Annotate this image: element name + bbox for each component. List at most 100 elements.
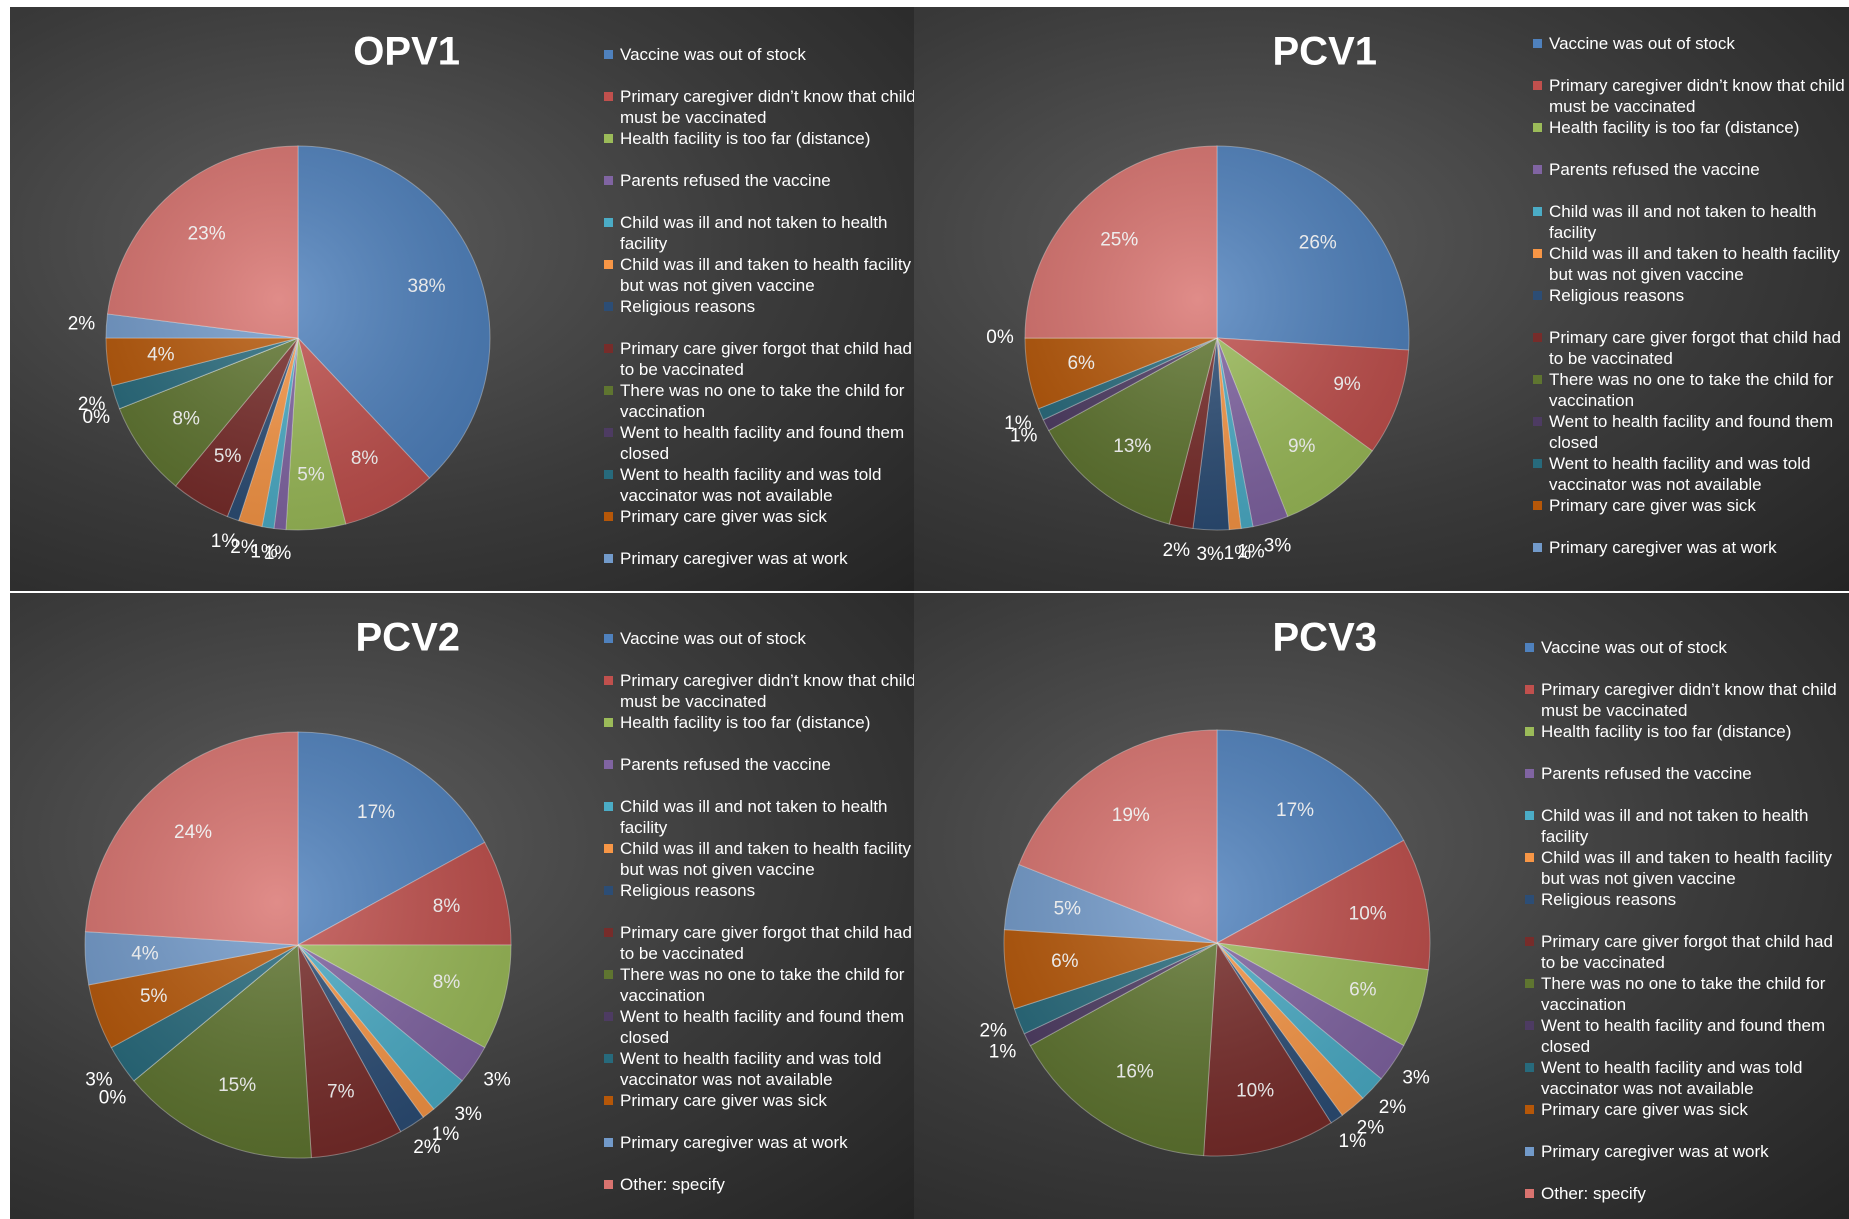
data-label: 10% [1236, 1081, 1274, 1102]
data-label: 15% [218, 1075, 256, 1096]
legend-swatch [1533, 165, 1542, 174]
data-label: 4% [131, 944, 159, 965]
legend-entry: Child was ill and taken to health facili… [604, 838, 914, 880]
data-label: 1% [211, 531, 239, 552]
legend-entry: Health facility is too far (distance) [1525, 721, 1841, 742]
legend-entry: Primary care giver forgot that child had… [1533, 327, 1849, 369]
legend-swatch [1525, 937, 1534, 946]
legend-swatch [604, 428, 613, 437]
legend-label: Religious reasons [1541, 890, 1677, 909]
legend-swatch [1525, 1147, 1534, 1156]
legend-swatch [604, 844, 613, 853]
legend-label: Primary care giver was sick [620, 1091, 827, 1110]
legend-label: Went to health facility and found them c… [620, 1007, 905, 1047]
legend-swatch [604, 344, 613, 353]
legend-swatch [1525, 1189, 1534, 1198]
legend-entry: Went to health facility and was told vac… [1525, 1057, 1841, 1099]
legend-label: Primary caregiver didn’t know that child… [620, 87, 914, 127]
legend-swatch [604, 676, 613, 685]
legend-label: Primary care giver was sick [620, 507, 827, 526]
legend-entry: Primary caregiver didn’t know that child… [1525, 679, 1841, 721]
legend-entry: Vaccine was out of stock [604, 44, 914, 65]
legend-swatch [604, 634, 613, 643]
legend-swatch [1525, 895, 1534, 904]
data-label: 3% [1196, 544, 1224, 565]
legend-swatch [604, 760, 613, 769]
data-label: 8% [351, 448, 379, 469]
legend-label: Primary caregiver was at work [620, 549, 848, 568]
legend-label: Primary care giver was sick [1541, 1100, 1748, 1119]
legend-label: Primary caregiver was at work [620, 1133, 848, 1152]
data-label: 7% [327, 1081, 355, 1102]
legend-entry: Health facility is too far (distance) [604, 712, 914, 733]
data-label: 0% [99, 1087, 127, 1108]
legend-entry: Primary care giver was sick [604, 1090, 914, 1111]
legend-swatch [604, 218, 613, 227]
data-label: 26% [1299, 232, 1337, 253]
data-label: 3% [1264, 535, 1292, 556]
data-label: 17% [357, 802, 395, 823]
legend-entry: Went to health facility and was told vac… [1533, 453, 1849, 495]
legend-entry: Parents refused the vaccine [1525, 763, 1841, 784]
legend-label: Went to health facility and found them c… [620, 423, 905, 463]
data-label: 1% [1237, 541, 1265, 562]
legend-entry: Vaccine was out of stock [1533, 33, 1849, 54]
legend-entry: Primary care giver was sick [604, 506, 914, 527]
legend-entry: Primary care giver forgot that child had… [1525, 931, 1841, 973]
legend-label: Child was ill and taken to health facili… [1541, 848, 1833, 888]
legend-entry: Primary care giver forgot that child had… [604, 338, 914, 380]
legend-entry: Child was ill and not taken to health fa… [604, 212, 914, 254]
legend-label: Primary caregiver didn’t know that child… [620, 671, 914, 711]
data-label: 17% [1276, 800, 1314, 821]
data-label: 2% [1163, 540, 1191, 561]
legend-entry: Parents refused the vaccine [1533, 159, 1849, 180]
legend-entry: Went to health facility and was told vac… [604, 1048, 914, 1090]
legend-label: Parents refused the vaccine [1541, 764, 1752, 783]
legend-entry: Primary care giver was sick [1525, 1099, 1841, 1120]
chart-title: OPV1 [353, 30, 460, 74]
legend-label: Parents refused the vaccine [620, 171, 831, 190]
legend-entry: Went to health facility and found them c… [604, 422, 914, 464]
legend-label: Went to health facility and was told vac… [1541, 1058, 1803, 1098]
legend-entry: Primary caregiver didn’t know that child… [1533, 75, 1849, 117]
legend-label: Health facility is too far (distance) [1541, 722, 1792, 741]
legend-label: Vaccine was out of stock [1541, 638, 1727, 657]
legend-swatch [1533, 39, 1542, 48]
legend-entry: Went to health facility and found them c… [604, 1006, 914, 1048]
legend-label: Parents refused the vaccine [1549, 160, 1760, 179]
legend-swatch [604, 386, 613, 395]
chart-panel: PCV1 26% 9% 9% 3% 1% 1% 3% 2% 13% 1% 1% 6% 0% 25% Vacci… [914, 7, 1849, 591]
chart-title: PCV1 [1273, 30, 1378, 74]
legend-label: Child was ill and not taken to health fa… [620, 213, 888, 253]
legend-label: Primary caregiver was at work [1541, 1142, 1769, 1161]
legend-label: Religious reasons [620, 297, 756, 316]
legend-entry: Child was ill and not taken to health fa… [1533, 201, 1849, 243]
legend-label: Primary care giver forgot that child had… [1549, 328, 1841, 368]
legend-swatch [604, 470, 613, 479]
legend-label: Child was ill and taken to health facili… [1549, 244, 1841, 284]
legend-label: Primary care giver forgot that child had… [620, 339, 912, 379]
legend-swatch [604, 50, 613, 59]
legend-label: Child was ill and not taken to health fa… [1549, 202, 1817, 242]
legend-swatch [604, 176, 613, 185]
legend-entry: Primary caregiver was at work [1533, 537, 1849, 558]
data-label: 6% [1067, 353, 1095, 374]
legend-label: Primary caregiver didn’t know that child… [1541, 680, 1837, 720]
legend-swatch [1525, 853, 1534, 862]
legend-swatch [604, 1012, 613, 1021]
legend-swatch [1525, 811, 1534, 820]
legend-swatch [1533, 501, 1542, 510]
data-label: 3% [1402, 1067, 1430, 1088]
legend-swatch [1533, 333, 1542, 342]
data-label: 0% [83, 407, 111, 428]
legend-label: Went to health facility and was told vac… [1549, 454, 1811, 494]
data-label: 19% [1112, 805, 1150, 826]
legend-swatch [1533, 123, 1542, 132]
data-label: 16% [1116, 1062, 1154, 1083]
chart-panel: PCV3 17% 10% 6% 3% 2% 2% 1% 10% 16% 1% 2% 6% 5% 19% Vac… [914, 593, 1849, 1219]
legend-label: Other: specify [620, 1175, 725, 1194]
legend-swatch [604, 886, 613, 895]
data-label: 2% [68, 313, 96, 334]
data-label: 1% [989, 1041, 1017, 1062]
